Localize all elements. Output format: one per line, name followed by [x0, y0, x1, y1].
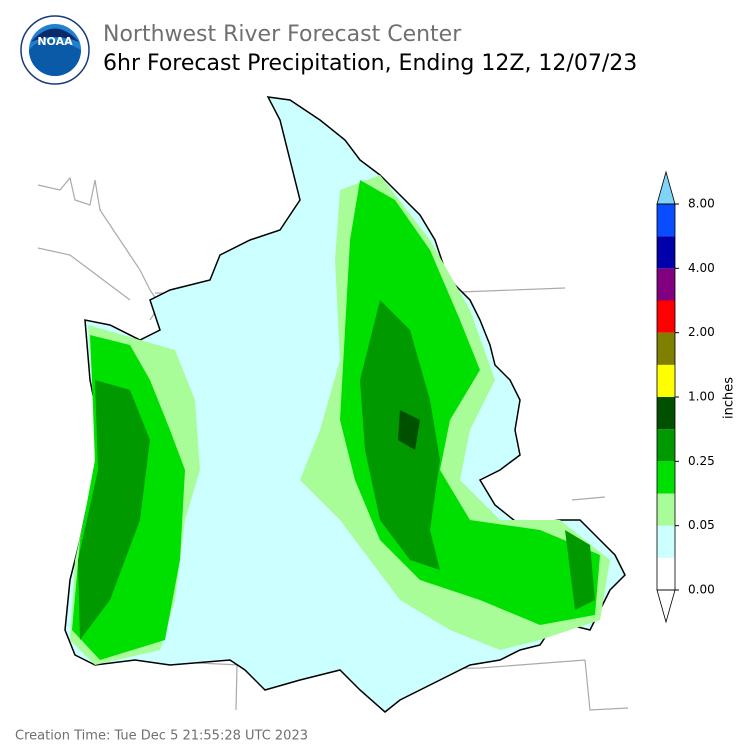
- colorbar-over-arrow: [656, 170, 676, 205]
- colorbar-segment: [657, 268, 675, 301]
- colorbar-tick-label: 1.00: [688, 390, 715, 404]
- colorbar-segment: [657, 429, 675, 462]
- precip-areas: [70, 175, 610, 665]
- colorbar-segment: [657, 525, 675, 558]
- logo-text: NOAA: [37, 35, 73, 48]
- colorbar-segment: [657, 493, 675, 526]
- colorbar-tick-label: 0.05: [688, 518, 715, 532]
- colorbar: 0.00 0.05 0.25 1.00 2.00 4.00 8.00: [656, 170, 715, 624]
- colorbar-under-arrow: [656, 589, 676, 624]
- colorbar-unit: inches: [722, 377, 737, 419]
- colorbar-segment: [657, 461, 675, 494]
- creation-time: Creation Time: Tue Dec 5 21:55:28 UTC 20…: [15, 729, 308, 744]
- colorbar-tick-label: 0.00: [688, 583, 715, 597]
- colorbar-segment: [657, 204, 675, 237]
- colorbar-tick-label: 8.00: [688, 197, 715, 211]
- colorbar-tick-label: 0.25: [688, 454, 715, 468]
- title: Northwest River Forecast Center: [103, 22, 462, 47]
- colorbar-tick-label: 2.00: [688, 325, 715, 339]
- colorbar-segment: [657, 397, 675, 430]
- colorbar-tick-label: 4.00: [688, 261, 715, 275]
- colorbar-segment: [657, 236, 675, 269]
- colorbar-segment: [657, 557, 675, 590]
- subtitle: 6hr Forecast Precipitation, Ending 12Z, …: [103, 51, 637, 76]
- colorbar-segment: [657, 300, 675, 333]
- logo: NOAA: [20, 15, 90, 85]
- colorbar-segment: [657, 332, 675, 365]
- map: [37, 96, 629, 713]
- colorbar-segment: [657, 364, 675, 397]
